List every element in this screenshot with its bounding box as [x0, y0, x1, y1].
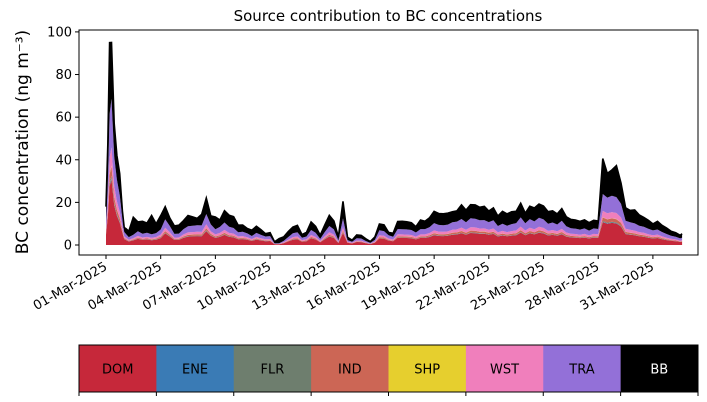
legend-label-shp: SHP — [414, 363, 440, 378]
y-tick-label: 40 — [55, 153, 72, 168]
area-tra — [106, 98, 683, 244]
area-dom — [106, 179, 683, 245]
y-tick-label: 20 — [55, 196, 72, 211]
legend-label-dom: DOM — [102, 363, 133, 378]
legend-label-wst: WST — [490, 363, 519, 378]
legend-swatch-tra — [543, 345, 622, 392]
source-color-legend: DOM ENE FLR IND SHP WST TRA BB — [78, 344, 699, 396]
legend-swatch-wst — [465, 345, 544, 392]
legend-label-ind: IND — [338, 363, 362, 378]
stacked-area-layer — [106, 42, 683, 245]
legend-swatch-ind — [311, 345, 389, 392]
total-concentration-line — [105, 41, 683, 243]
legend-swatch-bb — [620, 345, 699, 392]
legend-swatch-dom — [79, 345, 157, 392]
legend-label-flr: FLR — [261, 363, 285, 378]
y-axis: 0 20 40 60 80 100 — [47, 25, 79, 254]
legend-label-ene: ENE — [182, 363, 208, 378]
legend-swatch-flr — [233, 345, 312, 392]
legend-swatch-ene — [156, 345, 235, 392]
y-tick-label: 100 — [47, 25, 72, 40]
plot-area — [79, 30, 698, 255]
y-tick-label: 0 — [64, 239, 72, 254]
legend-label-tra: TRA — [568, 363, 594, 378]
plot-frame-border — [78, 29, 699, 256]
legend-swatch-shp — [388, 345, 467, 392]
x-axis: 01-Mar-202504-Mar-202507-Mar-202510-Mar-… — [31, 255, 657, 314]
y-tick-label: 60 — [55, 111, 72, 126]
legend-label-bb: BB — [650, 363, 668, 378]
y-axis-label: BC concentration (ng m⁻³) — [13, 30, 33, 254]
y-tick-label: 80 — [55, 68, 72, 83]
chart-title: Source contribution to BC concentrations — [234, 7, 543, 25]
